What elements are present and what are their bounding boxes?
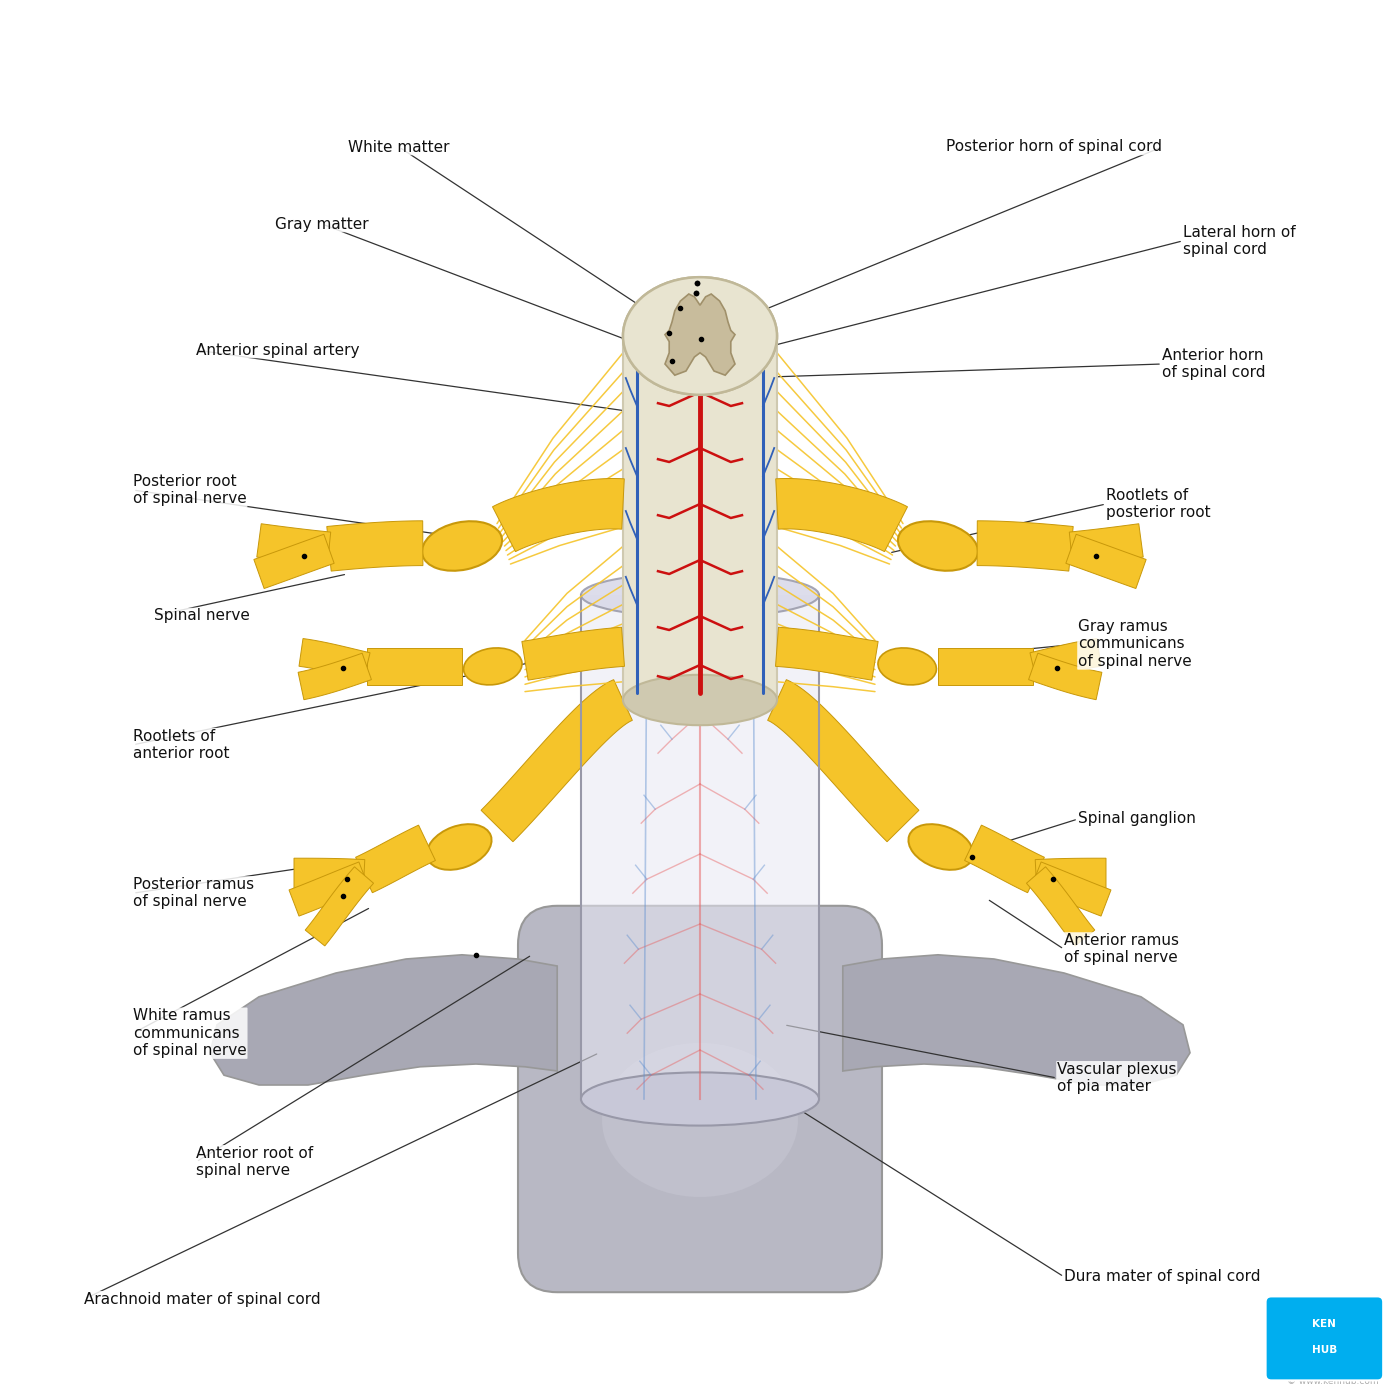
Polygon shape: [665, 294, 735, 375]
Polygon shape: [581, 595, 819, 1099]
Text: Posterior root
of spinal nerve: Posterior root of spinal nerve: [133, 473, 246, 507]
Polygon shape: [623, 336, 777, 700]
Ellipse shape: [897, 521, 979, 571]
Polygon shape: [288, 862, 370, 916]
Ellipse shape: [421, 521, 503, 571]
Text: Rootlets of
posterior root: Rootlets of posterior root: [1106, 487, 1211, 521]
Ellipse shape: [623, 277, 777, 395]
Polygon shape: [1026, 867, 1095, 946]
Ellipse shape: [623, 675, 777, 725]
Polygon shape: [326, 521, 423, 571]
Polygon shape: [1030, 862, 1112, 916]
Text: © www.kenhub.com: © www.kenhub.com: [1288, 1378, 1379, 1386]
Text: Dura mater of spinal cord: Dura mater of spinal cord: [1064, 1270, 1260, 1284]
Text: HUB: HUB: [1312, 1344, 1337, 1355]
Text: Gray ramus
communicans
of spinal nerve: Gray ramus communicans of spinal nerve: [1078, 619, 1191, 669]
Polygon shape: [965, 825, 1044, 893]
Text: Anterior root of
spinal nerve: Anterior root of spinal nerve: [196, 1145, 314, 1179]
Polygon shape: [776, 479, 907, 552]
Polygon shape: [482, 679, 633, 841]
Text: Spinal nerve: Spinal nerve: [154, 609, 249, 623]
Polygon shape: [493, 479, 624, 552]
Polygon shape: [938, 648, 1033, 685]
Text: Posterior horn of spinal cord: Posterior horn of spinal cord: [946, 140, 1162, 154]
Polygon shape: [356, 825, 435, 893]
Ellipse shape: [909, 825, 973, 869]
Ellipse shape: [463, 648, 522, 685]
Polygon shape: [294, 858, 365, 890]
Ellipse shape: [581, 573, 819, 617]
Text: White ramus
communicans
of spinal nerve: White ramus communicans of spinal nerve: [133, 1008, 246, 1058]
Ellipse shape: [427, 825, 491, 869]
Text: Anterior horn
of spinal cord: Anterior horn of spinal cord: [1162, 347, 1266, 381]
Polygon shape: [298, 654, 371, 700]
Text: Rootlets of
anterior root: Rootlets of anterior root: [133, 728, 230, 762]
Ellipse shape: [623, 277, 777, 395]
Polygon shape: [253, 535, 335, 588]
Text: Arachnoid mater of spinal cord: Arachnoid mater of spinal cord: [84, 1292, 321, 1306]
Polygon shape: [1030, 638, 1100, 680]
Polygon shape: [1035, 858, 1106, 890]
Polygon shape: [665, 294, 735, 375]
Polygon shape: [256, 524, 330, 566]
FancyBboxPatch shape: [518, 906, 882, 1292]
Polygon shape: [367, 648, 462, 685]
Ellipse shape: [602, 1043, 798, 1197]
Polygon shape: [1065, 535, 1147, 588]
Polygon shape: [522, 627, 624, 680]
Polygon shape: [843, 955, 1190, 1085]
Polygon shape: [1070, 524, 1144, 566]
Polygon shape: [305, 867, 374, 946]
Ellipse shape: [581, 1072, 819, 1126]
Polygon shape: [767, 679, 918, 841]
Polygon shape: [977, 521, 1074, 571]
FancyBboxPatch shape: [1266, 1296, 1383, 1380]
Text: KEN: KEN: [1312, 1319, 1337, 1330]
Text: Anterior ramus
of spinal nerve: Anterior ramus of spinal nerve: [1064, 932, 1179, 966]
Polygon shape: [210, 955, 557, 1085]
Polygon shape: [300, 638, 370, 680]
Text: Anterior spinal artery: Anterior spinal artery: [196, 343, 360, 357]
Text: White matter: White matter: [349, 140, 449, 154]
Polygon shape: [776, 627, 878, 680]
Text: Lateral horn of
spinal cord: Lateral horn of spinal cord: [1183, 224, 1295, 258]
Text: Vascular plexus
of pia mater: Vascular plexus of pia mater: [1057, 1061, 1176, 1095]
Text: Posterior ramus
of spinal nerve: Posterior ramus of spinal nerve: [133, 876, 255, 910]
Text: Spinal ganglion: Spinal ganglion: [1078, 812, 1196, 826]
Text: Gray matter: Gray matter: [276, 217, 368, 231]
Ellipse shape: [878, 648, 937, 685]
Polygon shape: [1029, 654, 1102, 700]
